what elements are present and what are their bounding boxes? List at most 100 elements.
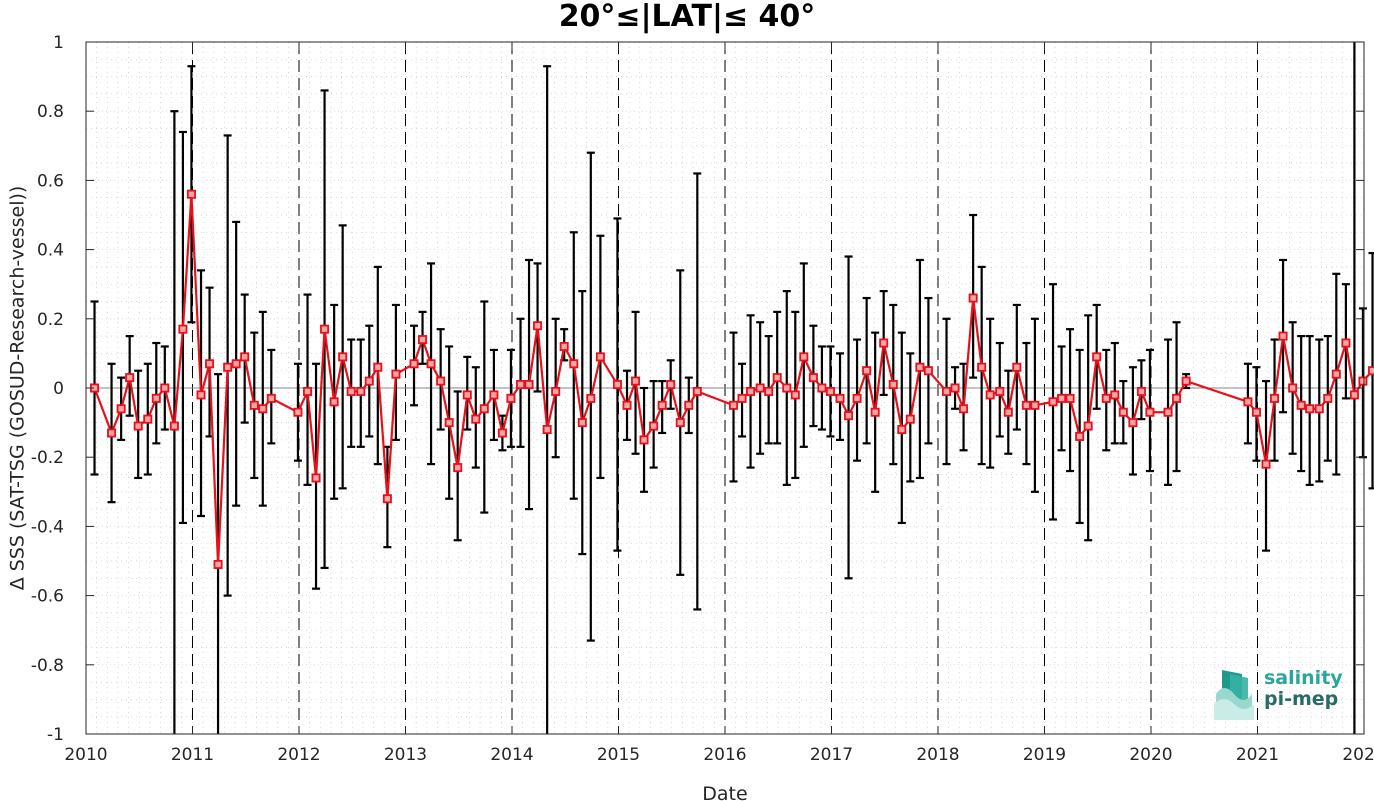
data-point xyxy=(151,393,161,403)
data-point xyxy=(692,386,702,396)
data-point xyxy=(870,407,880,417)
data-point xyxy=(516,380,526,390)
data-point xyxy=(639,435,649,445)
data-point xyxy=(266,393,276,403)
data-point xyxy=(1349,390,1359,400)
x-tick-label: 2022 xyxy=(1342,745,1374,765)
data-point xyxy=(1172,393,1182,403)
y-tick-label: -0.4 xyxy=(31,517,64,537)
data-point xyxy=(1288,383,1298,393)
data-point xyxy=(524,380,534,390)
data-point xyxy=(799,352,809,362)
data-point xyxy=(1305,404,1315,414)
data-point xyxy=(143,414,153,424)
data-point xyxy=(684,400,694,410)
data-point xyxy=(497,428,507,438)
x-tick-label: 2014 xyxy=(490,745,533,765)
data-markers xyxy=(90,189,1374,569)
data-point xyxy=(1331,369,1341,379)
wave-icon xyxy=(1214,670,1254,720)
data-point xyxy=(169,421,179,431)
data-point xyxy=(755,383,765,393)
data-point xyxy=(1128,418,1138,428)
x-tick-label: 2019 xyxy=(1023,745,1066,765)
data-point xyxy=(631,376,641,386)
data-point xyxy=(862,366,872,376)
data-point xyxy=(1092,352,1102,362)
x-tick-label: 2018 xyxy=(916,745,959,765)
data-point xyxy=(1251,407,1261,417)
data-point xyxy=(817,383,827,393)
data-point xyxy=(116,404,126,414)
data-point xyxy=(1101,393,1111,403)
salinity-pi-mep-logo: salinity pi-mep xyxy=(1212,664,1347,720)
data-point xyxy=(977,362,987,372)
data-point xyxy=(569,359,579,369)
y-axis-label: Δ SSS (SAT-TSG (GOSUD-Research-vessel)) xyxy=(7,186,29,591)
data-point xyxy=(107,428,117,438)
data-point xyxy=(186,189,196,199)
data-point xyxy=(1323,393,1333,403)
data-point xyxy=(329,397,339,407)
y-tick-label: 0 xyxy=(53,379,64,399)
data-point xyxy=(675,418,685,428)
data-point xyxy=(303,386,313,396)
x-tick-label: 2020 xyxy=(1129,745,1172,765)
data-point xyxy=(666,380,676,390)
x-tick-label: 2013 xyxy=(384,745,427,765)
data-point xyxy=(373,362,383,372)
x-tick-label: 2012 xyxy=(277,745,320,765)
y-tick-label: 0.6 xyxy=(37,171,64,191)
data-point xyxy=(489,390,499,400)
data-point xyxy=(959,404,969,414)
data-point xyxy=(356,386,366,396)
data-point xyxy=(533,321,543,331)
data-point xyxy=(1136,386,1146,396)
logo-text-pi-mep: pi-mep xyxy=(1264,688,1339,710)
data-point xyxy=(942,386,952,396)
data-point xyxy=(1368,366,1374,376)
data-point xyxy=(586,393,596,403)
data-point xyxy=(462,390,472,400)
data-point xyxy=(213,559,223,569)
data-point xyxy=(1314,404,1324,414)
data-point xyxy=(391,369,401,379)
x-tick-label: 2017 xyxy=(810,745,853,765)
data-point xyxy=(551,386,561,396)
data-point xyxy=(1145,407,1155,417)
y-tick-label: -0.8 xyxy=(31,656,64,676)
data-point xyxy=(293,407,303,417)
data-point xyxy=(311,473,321,483)
x-tick-label: 2010 xyxy=(64,745,107,765)
y-tick-label: -0.6 xyxy=(31,587,64,607)
data-point xyxy=(178,324,188,334)
data-point xyxy=(968,293,978,303)
y-tick-label: 0.2 xyxy=(37,310,64,330)
data-point xyxy=(897,425,907,435)
data-point xyxy=(320,324,330,334)
data-point xyxy=(1341,338,1351,348)
data-point xyxy=(471,414,481,424)
data-point xyxy=(364,376,374,386)
data-point xyxy=(1278,331,1288,341)
data-point xyxy=(160,383,170,393)
data-point xyxy=(1083,421,1093,431)
data-point xyxy=(1243,397,1253,407)
data-point xyxy=(1021,400,1031,410)
x-tick-label: 2011 xyxy=(171,745,214,765)
data-point xyxy=(737,393,747,403)
data-point xyxy=(595,352,605,362)
data-point xyxy=(1003,407,1013,417)
chart-title: 20°≤|LAT|≤ 40° xyxy=(558,0,816,34)
x-tick-label: 2015 xyxy=(597,745,640,765)
x-axis-ticks: 2010 2011 2012 2013 2014 2015 2016 2017 2018 2019… xyxy=(64,42,1374,765)
data-point xyxy=(133,421,143,431)
data-point xyxy=(506,393,516,403)
y-tick-label: 1 xyxy=(53,33,64,53)
data-point xyxy=(1118,407,1128,417)
data-point xyxy=(231,359,241,369)
data-point xyxy=(1065,393,1075,403)
y-axis-ticks: -1 -0.8 -0.6 -0.4 -0.2 0 0.2 0.4 0.6 0.8 1 xyxy=(31,33,1364,745)
data-point xyxy=(649,421,659,431)
